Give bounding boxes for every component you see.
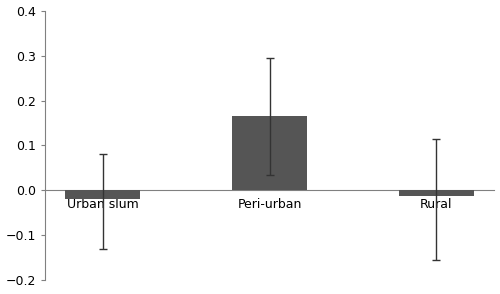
Bar — [399, 191, 474, 196]
Bar — [66, 191, 140, 199]
Bar — [232, 116, 307, 191]
